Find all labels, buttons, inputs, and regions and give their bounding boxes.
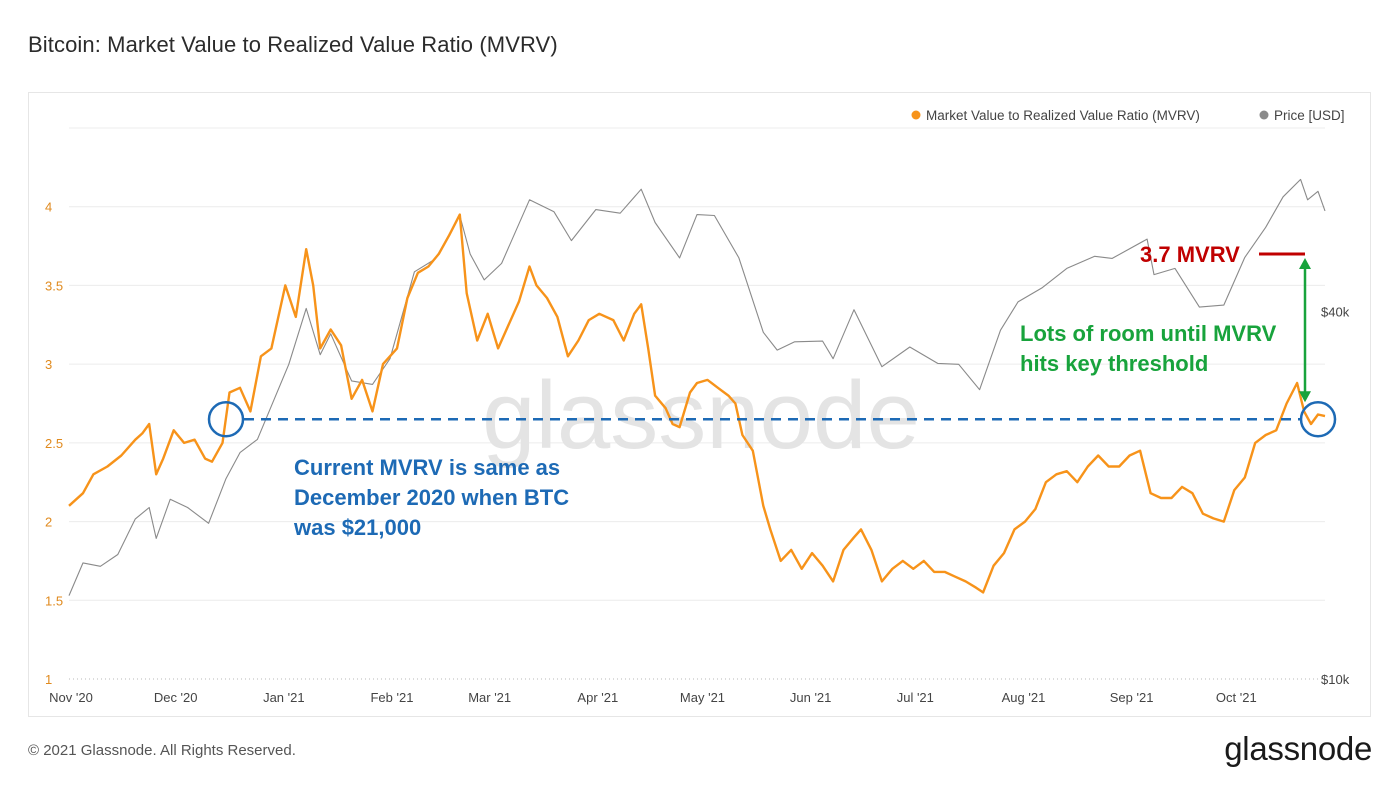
y-left-tick-label: 2 [45, 515, 52, 530]
y-right-tick-label: $10k [1321, 672, 1350, 687]
legend-label-price[interactable]: Price [USD] [1274, 108, 1345, 123]
y-left-tick-label: 3.5 [45, 278, 63, 293]
glassnode-logo: glassnode [1224, 730, 1372, 767]
green-annotation-line: Lots of room until MVRV [1020, 321, 1277, 346]
x-tick-label: Jun '21 [790, 690, 832, 705]
grid-layer [69, 127, 1325, 680]
x-tick-label: Sep '21 [1110, 690, 1154, 705]
x-tick-label: Aug '21 [1002, 690, 1046, 705]
x-tick-label: May '21 [680, 690, 725, 705]
legend[interactable]: Market Value to Realized Value Ratio (MV… [911, 108, 1345, 123]
legend-marker-price [1259, 110, 1269, 120]
legend-marker-mvrv [911, 110, 921, 120]
series-layer [68, 178, 1326, 596]
blue-annotation-line: December 2020 when BTC [294, 485, 569, 510]
blue-annotation-line: was $21,000 [293, 515, 421, 540]
mvrv-chart: glassnode 1 1.5 2 2.5 3 3.5 4 $10k $40k Nov '20 De… [45, 108, 1350, 705]
legend-label-mvrv[interactable]: Market Value to Realized Value Ratio (MV… [926, 108, 1200, 123]
room-arrow-head-down [1299, 391, 1311, 403]
current-marker-circle [1299, 400, 1337, 438]
y-left-tick-label: 1.5 [45, 593, 63, 608]
price-usd-line [68, 178, 1326, 596]
x-tick-label: Mar '21 [468, 690, 511, 705]
x-tick-label: Feb '21 [370, 690, 413, 705]
chart-frame: glassnode 1 1.5 2 2.5 3 3.5 4 $10k $40k Nov '20 De… [28, 92, 1371, 717]
chart-title: Bitcoin: Market Value to Realized Value … [28, 32, 558, 57]
mvrv-threshold-label: 3.7 MVRV [1140, 242, 1240, 267]
glassnode-watermark: glassnode [482, 362, 920, 469]
footer-copyright: © 2021 Glassnode. All Rights Reserved. [28, 742, 296, 759]
axis-layer: 1 1.5 2 2.5 3 3.5 4 $10k $40k Nov '20 Dec '20 Jan '… [45, 200, 1350, 705]
green-annotation-line: hits key threshold [1020, 351, 1208, 376]
x-tick-label: Apr '21 [577, 690, 618, 705]
annotation-layer: Current MVRV is same as December 2020 whe… [207, 242, 1337, 540]
y-left-tick-label: 4 [45, 200, 52, 215]
y-left-tick-label: 2.5 [45, 436, 63, 451]
x-tick-label: Jan '21 [263, 690, 305, 705]
room-arrow-head-up [1299, 257, 1311, 269]
mvrv-line [68, 213, 1326, 594]
x-tick-label: Dec '20 [154, 690, 198, 705]
blue-annotation-line: Current MVRV is same as [294, 455, 560, 480]
y-left-tick-label: 1 [45, 672, 52, 687]
x-tick-label: Nov '20 [49, 690, 93, 705]
x-tick-label: Oct '21 [1216, 690, 1257, 705]
dec-2020-marker-circle [207, 400, 245, 438]
x-tick-label: Jul '21 [897, 690, 934, 705]
y-left-tick-label: 3 [45, 357, 52, 372]
y-right-tick-label: $40k [1321, 305, 1350, 320]
